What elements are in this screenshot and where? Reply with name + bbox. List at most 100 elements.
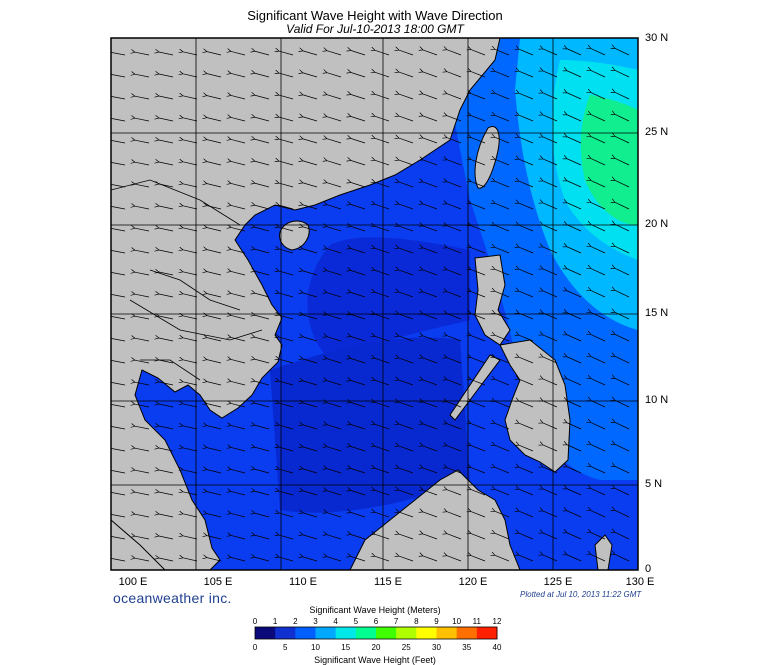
wave-arrow: [495, 401, 510, 408]
wave-arrow: [495, 423, 510, 430]
wave-arrow: [447, 424, 462, 430]
wave-arrow: [183, 404, 198, 408]
wave-arrow: [543, 137, 558, 144]
wave-arrow: [327, 557, 342, 562]
wave-arrow: [543, 291, 558, 298]
wave-arrow: [495, 445, 510, 452]
wave-arrow: [111, 426, 126, 430]
wave-arrow: [207, 470, 222, 474]
wave-arrow: [495, 71, 510, 78]
plotted-timestamp: Plotted at Jul 10, 2013 11:22 GMT: [520, 590, 642, 599]
meters-tick-label: 11: [472, 617, 481, 626]
wave-arrow: [183, 52, 198, 56]
wave-arrow: [399, 72, 414, 78]
meters-tick-label: 5: [353, 617, 359, 626]
colorbar-swatch: [255, 627, 276, 639]
wave-arrow: [183, 514, 198, 518]
wave-arrow: [375, 512, 390, 518]
wave-arrow: [615, 378, 630, 386]
wave-arrow: [135, 250, 150, 254]
wave-arrow: [519, 291, 534, 298]
wave-arrow: [111, 162, 126, 166]
wave-arrow: [255, 117, 270, 122]
wave-arrow: [519, 247, 534, 254]
wave-arrow: [231, 73, 246, 78]
wave-arrow: [231, 249, 246, 254]
wave-arrow: [591, 137, 606, 144]
wave-arrow: [543, 115, 558, 122]
colorbar-swatch: [295, 627, 316, 639]
meters-tick-label: 9: [434, 617, 439, 626]
wave-arrow: [135, 404, 150, 408]
wave-arrow: [447, 226, 462, 232]
wave-arrow: [111, 492, 126, 496]
wave-arrow: [303, 227, 318, 232]
wave-arrow: [351, 116, 366, 122]
wave-arrow: [447, 336, 462, 342]
wave-arrow: [567, 357, 582, 364]
wave-arrow: [423, 336, 438, 342]
wave-arrow: [447, 94, 462, 100]
feet-tick-label: 40: [492, 643, 502, 652]
wave-arrow: [183, 118, 198, 122]
wave-arrow: [327, 139, 342, 144]
wave-arrow: [615, 224, 630, 232]
feet-tick-label: 0: [252, 643, 258, 652]
wave-arrow: [399, 226, 414, 232]
wave-arrow: [423, 182, 438, 188]
lat-label-5n: 5 N: [645, 478, 663, 490]
wave-arrow: [423, 314, 438, 320]
wave-arrow: [519, 269, 534, 276]
lon-label-110e: 110 E: [289, 576, 317, 588]
wave-arrow: [183, 272, 198, 276]
wave-arrow: [495, 533, 510, 540]
wave-arrow: [255, 425, 270, 430]
wave-arrow: [471, 292, 486, 298]
wave-arrow: [327, 271, 342, 276]
wave-arrow: [591, 181, 606, 188]
wave-arrow: [615, 180, 630, 188]
wave-arrow: [471, 116, 486, 122]
wave-arrow: [399, 138, 414, 144]
wave-arrow: [375, 50, 390, 56]
wave-arrow: [111, 74, 126, 78]
colorbar-swatch: [335, 627, 357, 639]
wave-arrow: [399, 446, 414, 452]
wave-arrow: [375, 226, 390, 232]
wave-arrow: [471, 204, 486, 210]
wave-arrow: [303, 381, 318, 386]
wave-arrow: [423, 358, 438, 364]
lat-label-30n: 30 N: [645, 32, 669, 44]
wave-arrow: [447, 270, 462, 276]
wave-arrow: [375, 94, 390, 100]
wave-arrow: [183, 360, 198, 364]
wave-arrow: [447, 72, 462, 78]
wave-arrow: [495, 291, 510, 298]
wave-arrow: [447, 314, 462, 320]
wave-arrow: [591, 71, 606, 78]
wave-arrow: [183, 206, 198, 210]
wave-arrow: [519, 225, 534, 232]
wave-arrow: [327, 73, 342, 78]
wave-arrow: [207, 360, 222, 364]
wave-arrow: [207, 316, 222, 320]
wave-arrow: [471, 424, 486, 430]
wave-arrow: [615, 202, 630, 210]
wave-arrow: [327, 51, 342, 56]
wave-arrow: [255, 249, 270, 254]
wave-arrow: [447, 138, 462, 144]
wave-arrow: [519, 357, 534, 364]
wave-arrow: [519, 467, 534, 474]
wave-arrow: [399, 94, 414, 100]
wave-arrow: [351, 50, 366, 56]
wave-arrow: [327, 337, 342, 342]
wave-arrow: [231, 51, 246, 56]
wave-arrow: [567, 181, 582, 188]
wave-arrow: [615, 246, 630, 254]
wave-arrow: [183, 316, 198, 320]
lon-label-120e: 120 E: [458, 576, 488, 588]
wave-arrow: [519, 203, 534, 210]
wave-arrow: [519, 49, 534, 56]
wave-arrow: [567, 467, 582, 474]
wave-arrow: [567, 93, 582, 100]
